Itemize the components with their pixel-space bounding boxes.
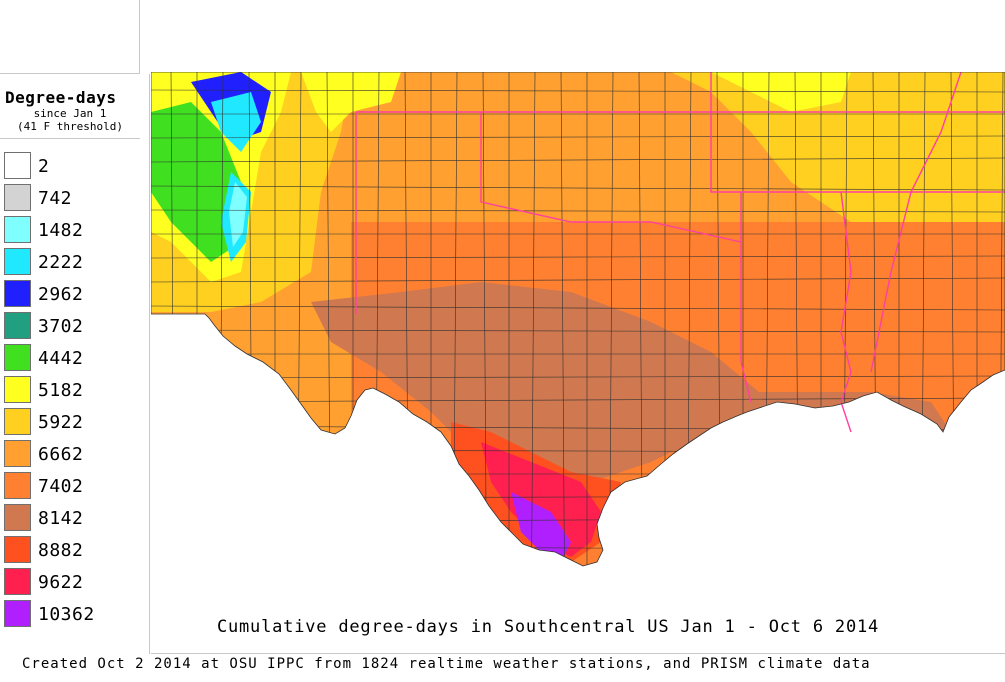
map-title: Cumulative degree-days in Southcentral U… bbox=[216, 617, 880, 637]
footer-credit: Created Oct 2 2014 at OSU IPPC from 1824… bbox=[22, 656, 871, 672]
state-borders bbox=[355, 71, 1005, 433]
state-border bbox=[480, 112, 742, 243]
legend-swatch bbox=[4, 280, 31, 307]
legend-label: 9622 bbox=[38, 572, 84, 593]
legend-label: 5922 bbox=[38, 412, 84, 433]
legend-swatch bbox=[4, 152, 31, 179]
county-line bbox=[151, 255, 1005, 259]
legend-item: 9622 bbox=[4, 568, 144, 596]
legend-swatch bbox=[4, 440, 31, 467]
degree-day-map bbox=[150, 71, 1005, 654]
legend-item: 2962 bbox=[4, 280, 144, 308]
legend-label: 2222 bbox=[38, 252, 84, 273]
legend-label: 4442 bbox=[38, 348, 84, 369]
zone-9622 bbox=[481, 442, 601, 557]
zone-5182-west bbox=[301, 72, 401, 132]
legend-item: 2222 bbox=[4, 248, 144, 276]
state-border bbox=[840, 191, 852, 433]
county-line bbox=[151, 329, 1005, 333]
county-line bbox=[151, 277, 1005, 283]
legend-swatch bbox=[4, 344, 31, 371]
legend-swatch bbox=[4, 248, 31, 275]
legend-item: 4442 bbox=[4, 344, 144, 372]
county-line bbox=[151, 209, 1005, 213]
county-line bbox=[151, 375, 1005, 379]
legend-threshold: (41 F threshold) bbox=[17, 120, 123, 133]
county-line bbox=[151, 135, 1005, 139]
legend-swatch bbox=[4, 312, 31, 339]
legend-swatch bbox=[4, 408, 31, 435]
legend: Degree-days since Jan 1 (41 F threshold)… bbox=[0, 74, 150, 654]
legend-swatch bbox=[4, 184, 31, 211]
legend-label: 3702 bbox=[38, 316, 84, 337]
legend-item: 6662 bbox=[4, 440, 144, 468]
state-border bbox=[740, 192, 752, 403]
legend-swatch bbox=[4, 472, 31, 499]
zone-10362 bbox=[511, 492, 571, 562]
zone-2222 bbox=[211, 92, 261, 152]
legend-item: 742 bbox=[4, 184, 144, 212]
legend-item: 8882 bbox=[4, 536, 144, 564]
legend-label: 742 bbox=[38, 188, 73, 209]
legend-divider bbox=[0, 138, 140, 139]
legend-label: 8882 bbox=[38, 540, 84, 561]
county-line bbox=[151, 305, 1005, 311]
zone-4442 bbox=[151, 102, 241, 262]
legend-label: 2 bbox=[38, 156, 50, 177]
legend-item: 5182 bbox=[4, 376, 144, 404]
legend-label: 5182 bbox=[38, 380, 84, 401]
legend-title: Degree-days bbox=[5, 88, 117, 107]
legend-item: 3702 bbox=[4, 312, 144, 340]
county-line bbox=[151, 185, 1005, 191]
legend-subtitle: since Jan 1 bbox=[33, 107, 107, 120]
county-line bbox=[151, 638, 1005, 642]
legend-swatch bbox=[4, 600, 31, 627]
county-line bbox=[151, 157, 1005, 163]
state-border bbox=[870, 71, 962, 373]
legend-item: 8142 bbox=[4, 504, 144, 532]
top-left-frame bbox=[0, 0, 140, 74]
state-border bbox=[710, 72, 1005, 193]
county-line bbox=[151, 570, 1005, 572]
temperature-zones bbox=[151, 72, 1005, 566]
legend-swatch bbox=[4, 376, 31, 403]
legend-label: 10362 bbox=[38, 604, 95, 625]
legend-swatch bbox=[4, 216, 31, 243]
county-line bbox=[151, 89, 1005, 93]
legend-swatch bbox=[4, 568, 31, 595]
map-bottom-divider bbox=[151, 653, 1005, 654]
zone-5182 bbox=[711, 72, 851, 112]
legend-label: 1482 bbox=[38, 220, 84, 241]
legend-label: 7402 bbox=[38, 476, 84, 497]
zone-1482 bbox=[229, 182, 247, 247]
map-canvas bbox=[150, 71, 1005, 642]
legend-swatch bbox=[4, 536, 31, 563]
legend-label: 6662 bbox=[38, 444, 84, 465]
legend-item: 5922 bbox=[4, 408, 144, 436]
legend-label: 8142 bbox=[38, 508, 84, 529]
legend-label: 2962 bbox=[38, 284, 84, 305]
legend-item: 10362 bbox=[4, 600, 144, 628]
legend-swatch bbox=[4, 504, 31, 531]
legend-item: 2 bbox=[4, 152, 144, 180]
legend-item: 7402 bbox=[4, 472, 144, 500]
legend-item: 1482 bbox=[4, 216, 144, 244]
